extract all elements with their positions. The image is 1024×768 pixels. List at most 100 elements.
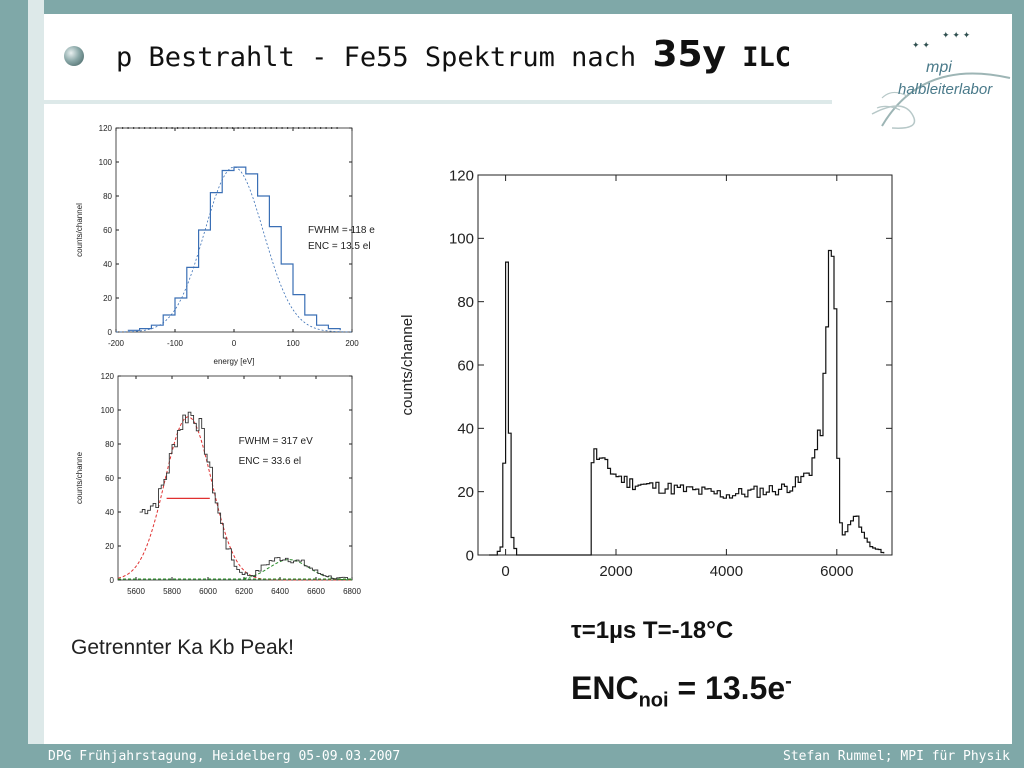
- y-tick-label: 40: [105, 508, 114, 517]
- logo-mpi-text: mpi: [926, 59, 952, 76]
- y-tick-label: 20: [105, 542, 114, 551]
- top-dot: [298, 127, 300, 129]
- title-bullet-icon: [64, 46, 84, 66]
- footer-bar: [0, 744, 1024, 768]
- top-dot: [320, 127, 322, 129]
- fit-annotation: ENC = 13.5 el: [308, 241, 371, 252]
- top-dot: [314, 127, 316, 129]
- slide-title: p Bestrahlt - Fe55 Spektrum nach 35y ILC: [116, 34, 791, 75]
- y-tick-label: 0: [108, 328, 113, 337]
- x-tick-label: 0: [501, 563, 509, 580]
- frame-top: [0, 0, 1024, 14]
- y-tick-label: 80: [103, 192, 112, 201]
- top-dot: [215, 127, 217, 129]
- fit-curve-ka: [117, 416, 352, 581]
- top-dot: [243, 127, 245, 129]
- spectrum-line: [489, 249, 885, 556]
- y-tick-label: 80: [105, 440, 114, 449]
- top-dot: [259, 127, 261, 129]
- y-tick-label: 60: [457, 357, 474, 374]
- top-dot: [149, 127, 151, 129]
- fe55-spectrum-chart: 0 20 40 60 80 100 120 0 2000 4000 6000 counts/chann…: [399, 167, 893, 580]
- mn-k-peaks-chart: 0 20 40 60 80 100 120 5600 5800 6000 6200 6400 6600 6…: [75, 372, 361, 596]
- enc-result: ENCnoi = 13.5e-: [571, 670, 792, 712]
- frame-left-inner: [28, 0, 44, 768]
- top-dot: [210, 127, 212, 129]
- top-dot: [144, 127, 146, 129]
- top-dot: [237, 127, 239, 129]
- x-tick-label: 6800: [343, 587, 361, 596]
- x-tick-label: 5800: [163, 587, 181, 596]
- y-tick-label: 60: [103, 226, 112, 235]
- plot-frame: [477, 174, 893, 556]
- y-axis-label: counts/channe: [75, 451, 84, 504]
- x-tick-label: 6400: [271, 587, 289, 596]
- top-dot: [199, 127, 201, 129]
- top-dot: [133, 127, 135, 129]
- fit-curve-kb: [243, 559, 353, 581]
- top-dot: [254, 127, 256, 129]
- y-tick-label: 0: [110, 576, 115, 585]
- top-dot: [292, 127, 294, 129]
- x-tick-label: 6600: [307, 587, 325, 596]
- caption: Getrennter Ka Kb Peak!: [71, 636, 294, 659]
- y-tick-label: 120: [99, 124, 113, 133]
- x-tick-label: -200: [108, 339, 125, 348]
- y-tick-label: 40: [103, 260, 112, 269]
- plot-frame: [117, 375, 353, 581]
- x-tick-label: 100: [286, 339, 300, 348]
- top-dot: [138, 127, 140, 129]
- top-dot: [127, 127, 129, 129]
- top-dot: [287, 127, 289, 129]
- top-dot: [122, 127, 124, 129]
- x-axis-label: energy [eV]: [214, 357, 255, 366]
- enc-main: ENC: [571, 670, 639, 706]
- top-dot: [309, 127, 311, 129]
- top-dot: [331, 127, 333, 129]
- footer-left: DPG Frühjahrstagung, Heidelberg 05-09.03…: [48, 749, 401, 764]
- top-dot: [171, 127, 173, 129]
- y-tick-label: 20: [457, 484, 474, 501]
- histogram-line: [127, 166, 341, 331]
- y-tick-label: 100: [449, 231, 474, 248]
- tau-temperature-text: τ=1µs T=-18°C: [571, 617, 734, 644]
- noise-peak-chart: 0 20 40 60 80 100 120 -200 -100 0 100 200 counts/cha…: [75, 124, 375, 366]
- y-tick-label: 100: [99, 158, 113, 167]
- fit-annotation: FWHM = 118 e: [308, 225, 375, 236]
- enc-subscript: noi: [638, 689, 669, 712]
- footer-right: Stefan Rummel; MPI für Physik: [783, 749, 1010, 764]
- y-tick-label: 20: [103, 294, 112, 303]
- y-tick-label: 80: [457, 294, 474, 311]
- y-tick-label: 0: [466, 547, 474, 564]
- top-dot: [265, 127, 267, 129]
- y-tick-label: 120: [101, 372, 115, 381]
- fit-annotation: FWHM = 317 eV: [239, 436, 314, 447]
- top-dot: [303, 127, 305, 129]
- top-dot: [276, 127, 278, 129]
- title-age: 35y: [652, 34, 727, 75]
- logo-halbleiterlabor-text: halbleiterlabor: [898, 81, 993, 98]
- top-dot: [160, 127, 162, 129]
- title-rule: [44, 100, 832, 104]
- y-tick-label: 100: [101, 406, 115, 415]
- x-tick-label: 200: [345, 339, 359, 348]
- y-tick-label: 40: [457, 421, 474, 438]
- mpi-halbleiterlabor-logo: ✦ ✦ ✦ ✦ ✦ mpi halbleiterlabor: [871, 31, 1011, 129]
- y-tick-label: 120: [449, 167, 474, 184]
- frame-left: [0, 0, 28, 768]
- top-dot: [232, 127, 234, 129]
- top-dot: [221, 127, 223, 129]
- top-dot: [166, 127, 168, 129]
- top-dot: [204, 127, 206, 129]
- top-dot: [182, 127, 184, 129]
- top-dot: [270, 127, 272, 129]
- x-tick-label: 4000: [710, 563, 743, 580]
- title-text: p Bestrahlt - Fe55 Spektrum nach: [116, 42, 653, 73]
- y-axis-label: counts/channel: [399, 315, 416, 416]
- x-tick-label: 5600: [127, 587, 145, 596]
- top-dot: [325, 127, 327, 129]
- x-tick-label: 2000: [599, 563, 632, 580]
- top-dot: [193, 127, 195, 129]
- x-tick-label: 6000: [820, 563, 853, 580]
- top-dot: [226, 127, 228, 129]
